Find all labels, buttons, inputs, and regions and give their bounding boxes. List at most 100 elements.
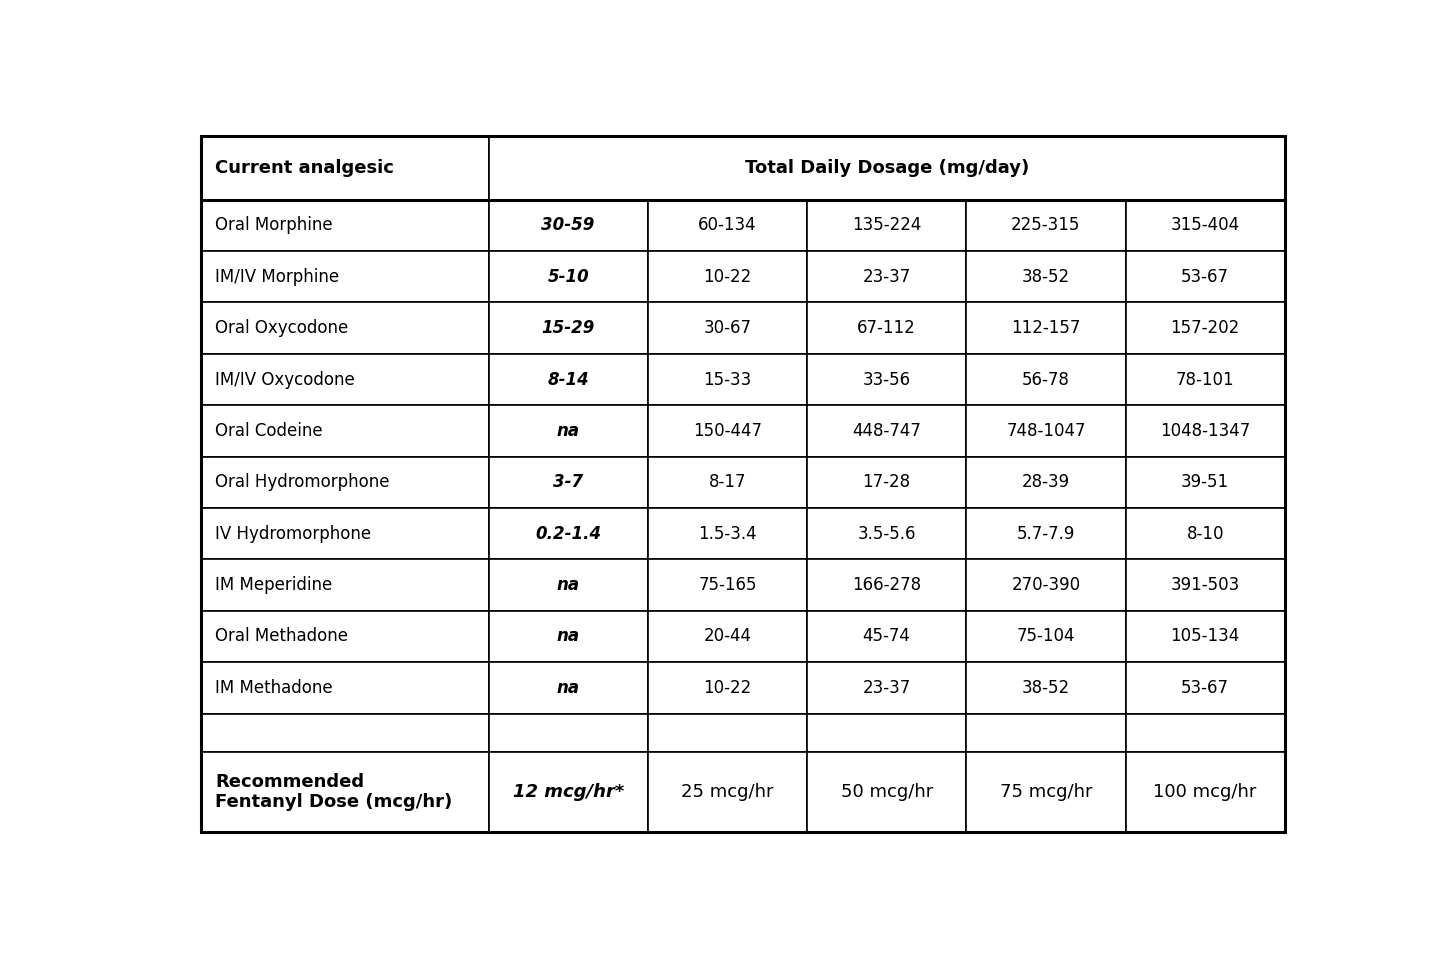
Text: 100 mcg/hr: 100 mcg/hr <box>1153 783 1257 801</box>
Bar <box>202 611 489 662</box>
Bar <box>808 508 966 559</box>
Text: 1.5-3.4: 1.5-3.4 <box>697 525 757 543</box>
Text: 5-10: 5-10 <box>547 268 589 285</box>
Text: 10-22: 10-22 <box>703 679 751 696</box>
Text: 448-747: 448-747 <box>853 422 921 440</box>
Bar <box>648 559 808 611</box>
Bar <box>648 251 808 303</box>
Text: 3.5-5.6: 3.5-5.6 <box>857 525 916 543</box>
Bar <box>966 662 1125 714</box>
Bar <box>966 199 1125 251</box>
Bar <box>966 303 1125 354</box>
Text: Recommended
Fentanyl Dose (mcg/hr): Recommended Fentanyl Dose (mcg/hr) <box>215 772 452 811</box>
Text: 105-134: 105-134 <box>1170 627 1240 646</box>
Bar <box>966 457 1125 508</box>
Bar <box>648 508 808 559</box>
Bar <box>202 457 489 508</box>
Text: 53-67: 53-67 <box>1182 679 1230 696</box>
Bar <box>966 508 1125 559</box>
Text: IM Meperidine: IM Meperidine <box>215 576 332 594</box>
Text: 33-56: 33-56 <box>863 371 911 389</box>
Bar <box>808 714 966 752</box>
Bar <box>202 199 489 251</box>
Text: 8-14: 8-14 <box>547 371 589 389</box>
Bar <box>489 303 648 354</box>
Bar <box>1125 714 1285 752</box>
Bar <box>1125 662 1285 714</box>
Bar <box>202 752 489 832</box>
Text: 8-10: 8-10 <box>1186 525 1224 543</box>
Bar <box>489 251 648 303</box>
Text: 15-29: 15-29 <box>541 319 594 337</box>
Text: 75-165: 75-165 <box>697 576 757 594</box>
Bar <box>648 303 808 354</box>
Text: na: na <box>557 627 580 646</box>
Text: 8-17: 8-17 <box>709 473 747 491</box>
Text: 75 mcg/hr: 75 mcg/hr <box>999 783 1092 801</box>
Text: 75-104: 75-104 <box>1016 627 1074 646</box>
Text: IM/IV Oxycodone: IM/IV Oxycodone <box>215 371 355 389</box>
Bar <box>648 714 808 752</box>
Bar <box>808 611 966 662</box>
Text: na: na <box>557 422 580 440</box>
Bar <box>1125 508 1285 559</box>
Text: Oral Morphine: Oral Morphine <box>215 217 332 235</box>
Text: IM Methadone: IM Methadone <box>215 679 332 696</box>
Text: 1048-1347: 1048-1347 <box>1160 422 1250 440</box>
Bar <box>966 559 1125 611</box>
Text: na: na <box>557 576 580 594</box>
Text: 53-67: 53-67 <box>1182 268 1230 285</box>
Bar <box>202 303 489 354</box>
Bar <box>489 611 648 662</box>
Text: 17-28: 17-28 <box>863 473 911 491</box>
Bar <box>489 354 648 405</box>
Bar <box>489 136 1285 199</box>
Text: 23-37: 23-37 <box>863 679 911 696</box>
Text: 10-22: 10-22 <box>703 268 751 285</box>
Bar <box>489 752 648 832</box>
Bar <box>966 251 1125 303</box>
Text: Current analgesic: Current analgesic <box>215 159 394 176</box>
Bar <box>202 354 489 405</box>
Bar <box>808 405 966 457</box>
Bar <box>202 559 489 611</box>
Bar <box>1125 251 1285 303</box>
Text: 5.7-7.9: 5.7-7.9 <box>1016 525 1074 543</box>
Text: IM/IV Morphine: IM/IV Morphine <box>215 268 339 285</box>
Text: 315-404: 315-404 <box>1170 217 1240 235</box>
Text: 20-44: 20-44 <box>703 627 751 646</box>
Bar <box>202 136 489 199</box>
Bar <box>966 405 1125 457</box>
Text: 112-157: 112-157 <box>1011 319 1080 337</box>
Bar <box>1125 405 1285 457</box>
Text: 150-447: 150-447 <box>693 422 761 440</box>
Bar <box>648 752 808 832</box>
Bar <box>202 508 489 559</box>
Bar <box>808 303 966 354</box>
Bar <box>808 199 966 251</box>
Bar <box>1125 303 1285 354</box>
Text: 39-51: 39-51 <box>1182 473 1230 491</box>
Bar <box>202 251 489 303</box>
Bar <box>489 405 648 457</box>
Text: 135-224: 135-224 <box>853 217 921 235</box>
Bar <box>648 199 808 251</box>
Bar <box>1125 199 1285 251</box>
Text: 3-7: 3-7 <box>552 473 583 491</box>
Text: 225-315: 225-315 <box>1011 217 1080 235</box>
Text: 38-52: 38-52 <box>1022 679 1070 696</box>
Text: 157-202: 157-202 <box>1170 319 1240 337</box>
Bar <box>808 354 966 405</box>
Bar <box>648 611 808 662</box>
Bar <box>808 251 966 303</box>
Text: 78-101: 78-101 <box>1176 371 1234 389</box>
Text: na: na <box>557 679 580 696</box>
Text: 50 mcg/hr: 50 mcg/hr <box>841 783 932 801</box>
Text: 23-37: 23-37 <box>863 268 911 285</box>
Text: Total Daily Dosage (mg/day): Total Daily Dosage (mg/day) <box>744 159 1030 176</box>
Text: 12 mcg/hr*: 12 mcg/hr* <box>512 783 624 801</box>
Text: 56-78: 56-78 <box>1022 371 1070 389</box>
Bar <box>648 354 808 405</box>
Bar <box>966 714 1125 752</box>
Bar <box>489 457 648 508</box>
